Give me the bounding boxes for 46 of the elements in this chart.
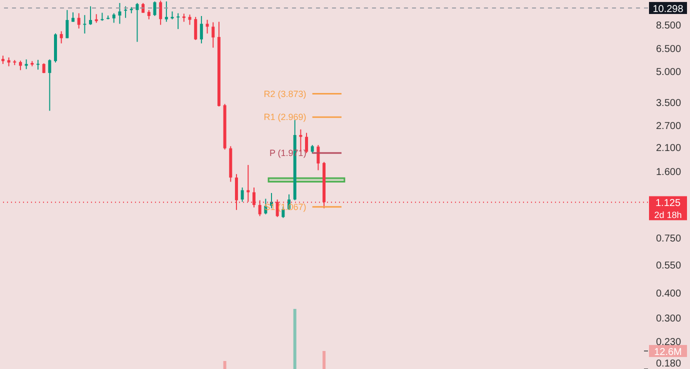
candlestick (118, 2, 122, 24)
y-tick-label: 1.600 (656, 166, 682, 178)
ref-line-label: 1.125 (655, 198, 681, 210)
candlestick (72, 12, 75, 22)
candlestick (83, 14, 86, 34)
ref-line-label: 10.298 (652, 4, 684, 15)
y-tick-label: 0.180 (656, 358, 682, 369)
y-tick-label: 2.700 (656, 120, 682, 132)
candlestick (240, 187, 244, 202)
y-tick-label: 2.100 (656, 143, 682, 154)
y2-tick-label: 12.6M (654, 346, 682, 358)
candlestick (194, 16, 198, 40)
candlestick (136, 2, 139, 42)
ref-line-label: R1 (2.969) (264, 112, 306, 122)
y-tick-label: 0.550 (656, 260, 682, 272)
text: 2d 18h (654, 210, 682, 220)
candlestick (147, 10, 150, 20)
y-tick-label: 0.230 (656, 336, 682, 348)
candlestick (176, 12, 180, 30)
candlestick (112, 12, 116, 24)
candlestick (48, 58, 52, 112)
candlestick (212, 22, 215, 48)
y-tick-label: 3.500 (656, 98, 682, 110)
y-tick-label: 0.300 (656, 314, 682, 325)
candlestick (142, 2, 145, 14)
y-tick-label: 5.000 (656, 66, 682, 78)
candlestick (188, 14, 192, 26)
candlestick (24, 58, 28, 70)
candlestick (18, 60, 22, 71)
candlestick (305, 132, 308, 154)
candlestick (77, 12, 80, 30)
candlestick (60, 30, 63, 44)
candlestick (89, 6, 92, 26)
ref-line-label: R2 (3.873) (264, 88, 306, 99)
candlestick (124, 6, 128, 18)
candlestick (66, 10, 69, 39)
y-tick-label: 6.500 (656, 44, 682, 55)
candlestick (316, 144, 320, 171)
candlestick (200, 15, 203, 44)
y-tick-label: 0.400 (656, 288, 682, 300)
candlestick (164, 0, 168, 22)
candlestick (159, 0, 162, 26)
candlestick (153, 0, 156, 16)
candlestick (36, 59, 40, 70)
y-tick-label: 8.500 (656, 20, 682, 32)
y-tick-label: 0.750 (656, 233, 682, 244)
